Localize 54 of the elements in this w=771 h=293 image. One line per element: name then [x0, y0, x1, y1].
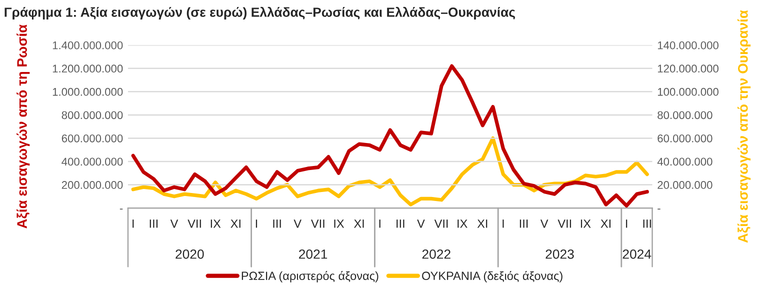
line-series [131, 64, 649, 208]
text: 2023 [546, 249, 574, 259]
line-series [131, 136, 649, 206]
x-tick-label: I [132, 220, 134, 228]
text: 2024 [622, 249, 652, 259]
y2-tick-label: 20.000.000 [658, 181, 712, 189]
y2-tick-label: - [658, 208, 660, 210]
x-tick-label: III [643, 220, 651, 228]
y-tick-label: 1.200.000.000 [52, 64, 123, 73]
y2-tick-label: 120.000.000 [658, 64, 718, 73]
text: 2020 [176, 249, 204, 259]
x-tick-label: I [502, 220, 504, 228]
y2-tick-label: 60.000.000 [658, 134, 712, 142]
x-tick-label: V [170, 220, 178, 228]
text: 2022 [422, 249, 450, 259]
legend-label: ΟΥΚΡΑΝΙΑ (δεξιός άξονας) [422, 271, 562, 282]
x-tick-label: IX [210, 220, 221, 228]
y-tick-label: 600.000.000 [62, 134, 123, 142]
y-tick-label: 1.400.000.000 [52, 41, 123, 50]
x-tick-label: IX [334, 220, 344, 228]
x-tick-label: III [273, 220, 281, 228]
y-tick-label: 400.000.000 [62, 158, 123, 166]
x-tick-label: III [396, 220, 404, 228]
y2-tick-label: 80.000.000 [658, 111, 712, 120]
y-axis-title: Αξία εισαγωγών από τη Ρωσία [16, 24, 30, 228]
x-tick-label: XI [354, 220, 364, 228]
legend-label: ΡΩΣΙΑ (αριστερός άξονας) [242, 271, 378, 282]
x-tick-label: V [417, 220, 425, 228]
y2-axis-title: Αξία εισαγωγών από την Ουκρανία [737, 10, 751, 243]
x-tick-label: VII [311, 220, 324, 228]
x-tick-label: V [540, 220, 548, 228]
x-tick-label: XI [477, 220, 488, 228]
y2-tick-label: 100.000.000 [658, 88, 718, 96]
y-tick-label: 800.000.000 [62, 111, 123, 120]
x-tick-label: XI [230, 220, 240, 228]
y-tick-label: 200.000.000 [62, 181, 123, 189]
x-tick-label: V [294, 220, 302, 228]
x-tick-label: III [520, 220, 528, 228]
y-tick-label: 1.000.000.000 [52, 88, 123, 96]
x-tick-label: I [626, 220, 628, 228]
x-tick-label: VII [558, 220, 572, 228]
x-tick-label: I [256, 220, 258, 228]
chart-title: Γράφημα 1: Αξία εισαγωγών (σε ευρώ) Ελλάδας–Ρωσίας και Ελλάδας–Ουκρανίας [4, 6, 515, 20]
x-tick-label: IX [580, 220, 591, 228]
x-tick-label: III [150, 220, 158, 228]
x-tick-label: VII [188, 220, 201, 228]
x-tick-label: IX [458, 220, 468, 228]
x-tick-label: I [379, 220, 380, 228]
y2-tick-label: 140.000.000 [658, 41, 718, 50]
y2-tick-label: 40.000.000 [657, 158, 712, 166]
y-tick-label: - [120, 208, 123, 210]
x-tick-label: XI [600, 220, 610, 228]
text: 2021 [299, 249, 328, 259]
x-tick-label: VII [434, 220, 448, 228]
